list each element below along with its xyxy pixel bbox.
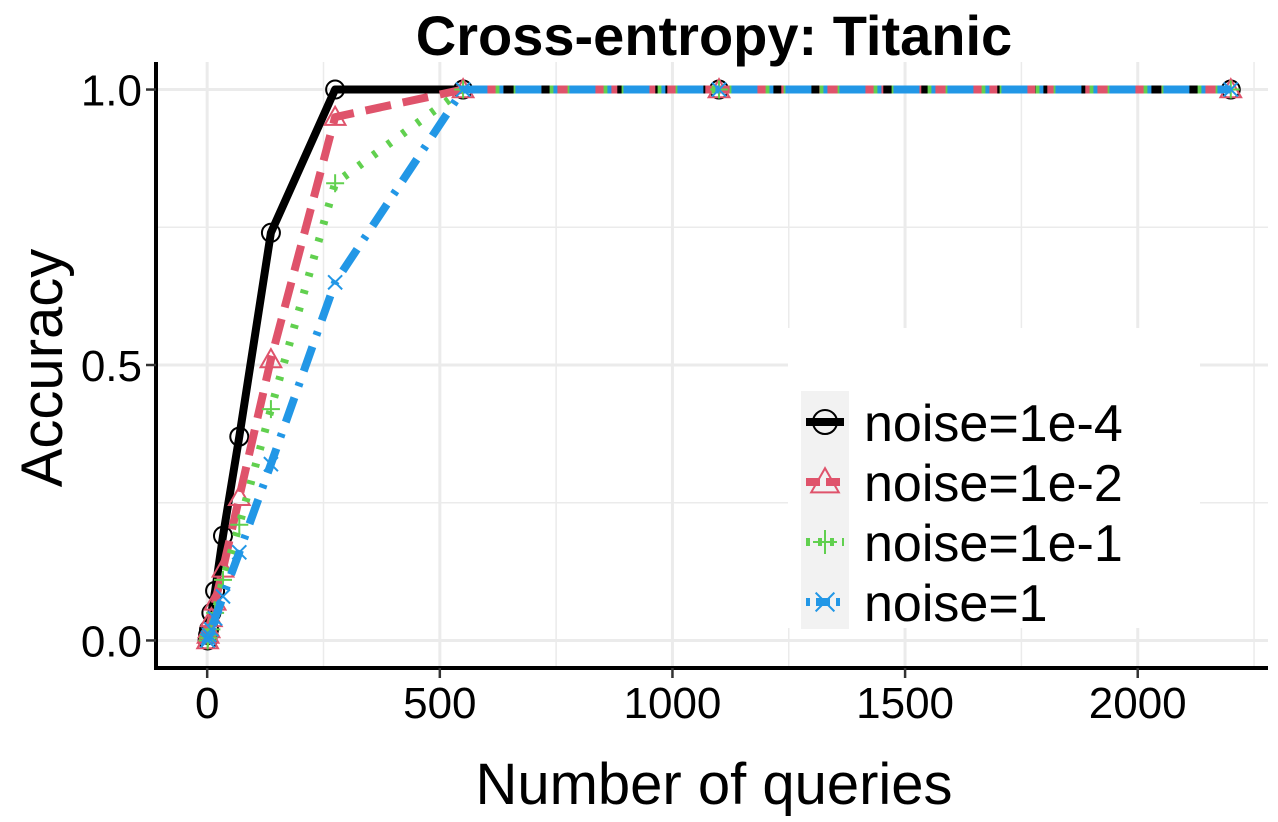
legend-label: noise=1e-1 bbox=[864, 515, 1123, 573]
data-point bbox=[215, 588, 231, 605]
data-point bbox=[455, 81, 471, 98]
legend-label: noise=1e-4 bbox=[864, 395, 1123, 453]
legend-item: noise=1e-2 bbox=[806, 455, 1123, 513]
data-point bbox=[323, 104, 348, 126]
axes bbox=[146, 62, 1268, 678]
data-point bbox=[203, 621, 220, 638]
data-point bbox=[1223, 81, 1239, 98]
data-point bbox=[326, 174, 345, 193]
legend-item: noise=1 bbox=[806, 575, 1048, 633]
series-noise=1 bbox=[199, 81, 1239, 649]
series-line bbox=[203, 85, 1231, 642]
data-point bbox=[227, 484, 252, 506]
data-point bbox=[212, 525, 233, 546]
legend-item: noise=1e-1 bbox=[806, 515, 1123, 573]
series-layer bbox=[195, 77, 1243, 651]
series-line bbox=[203, 85, 1231, 642]
x-tick-label: 1000 bbox=[624, 679, 722, 728]
data-point bbox=[812, 409, 838, 435]
y-tick-labels: 0.0 0.5 1.0 bbox=[81, 67, 142, 667]
data-point bbox=[325, 79, 346, 100]
x-tick-label: 2000 bbox=[1089, 679, 1187, 728]
data-point bbox=[229, 426, 250, 447]
y-tick-label: 0.0 bbox=[81, 617, 142, 666]
data-point bbox=[814, 591, 836, 613]
x-tick-labels: 0 500 1000 1500 2000 bbox=[195, 679, 1187, 728]
data-point bbox=[200, 629, 216, 646]
x-tick-label: 0 bbox=[195, 679, 219, 728]
data-point bbox=[809, 466, 841, 494]
data-point bbox=[258, 347, 283, 369]
data-point bbox=[199, 632, 216, 649]
data-point bbox=[327, 274, 343, 291]
y-tick-label: 1.0 bbox=[81, 67, 142, 116]
data-point bbox=[261, 400, 280, 419]
data-point bbox=[813, 530, 837, 554]
chart-title: Cross-entropy: Titanic bbox=[416, 4, 1012, 67]
y-tick-label: 0.5 bbox=[81, 342, 142, 391]
legend-key-background bbox=[801, 391, 849, 629]
legend-background bbox=[788, 328, 1200, 628]
legend-label: noise=1 bbox=[864, 575, 1048, 633]
legend-label: noise=1e-2 bbox=[864, 455, 1123, 513]
x-axis-label: Number of queries bbox=[475, 752, 952, 817]
data-point bbox=[263, 456, 279, 472]
data-point bbox=[260, 222, 281, 243]
data-point bbox=[201, 627, 217, 643]
x-tick-label: 1500 bbox=[856, 679, 954, 728]
data-point bbox=[207, 610, 223, 627]
x-tick-label: 500 bbox=[403, 679, 476, 728]
data-point bbox=[711, 81, 727, 98]
data-point bbox=[231, 544, 248, 561]
legend-item: noise=1e-4 bbox=[806, 395, 1123, 453]
y-axis-label: Accuracy bbox=[10, 249, 75, 488]
data-point bbox=[230, 515, 249, 534]
